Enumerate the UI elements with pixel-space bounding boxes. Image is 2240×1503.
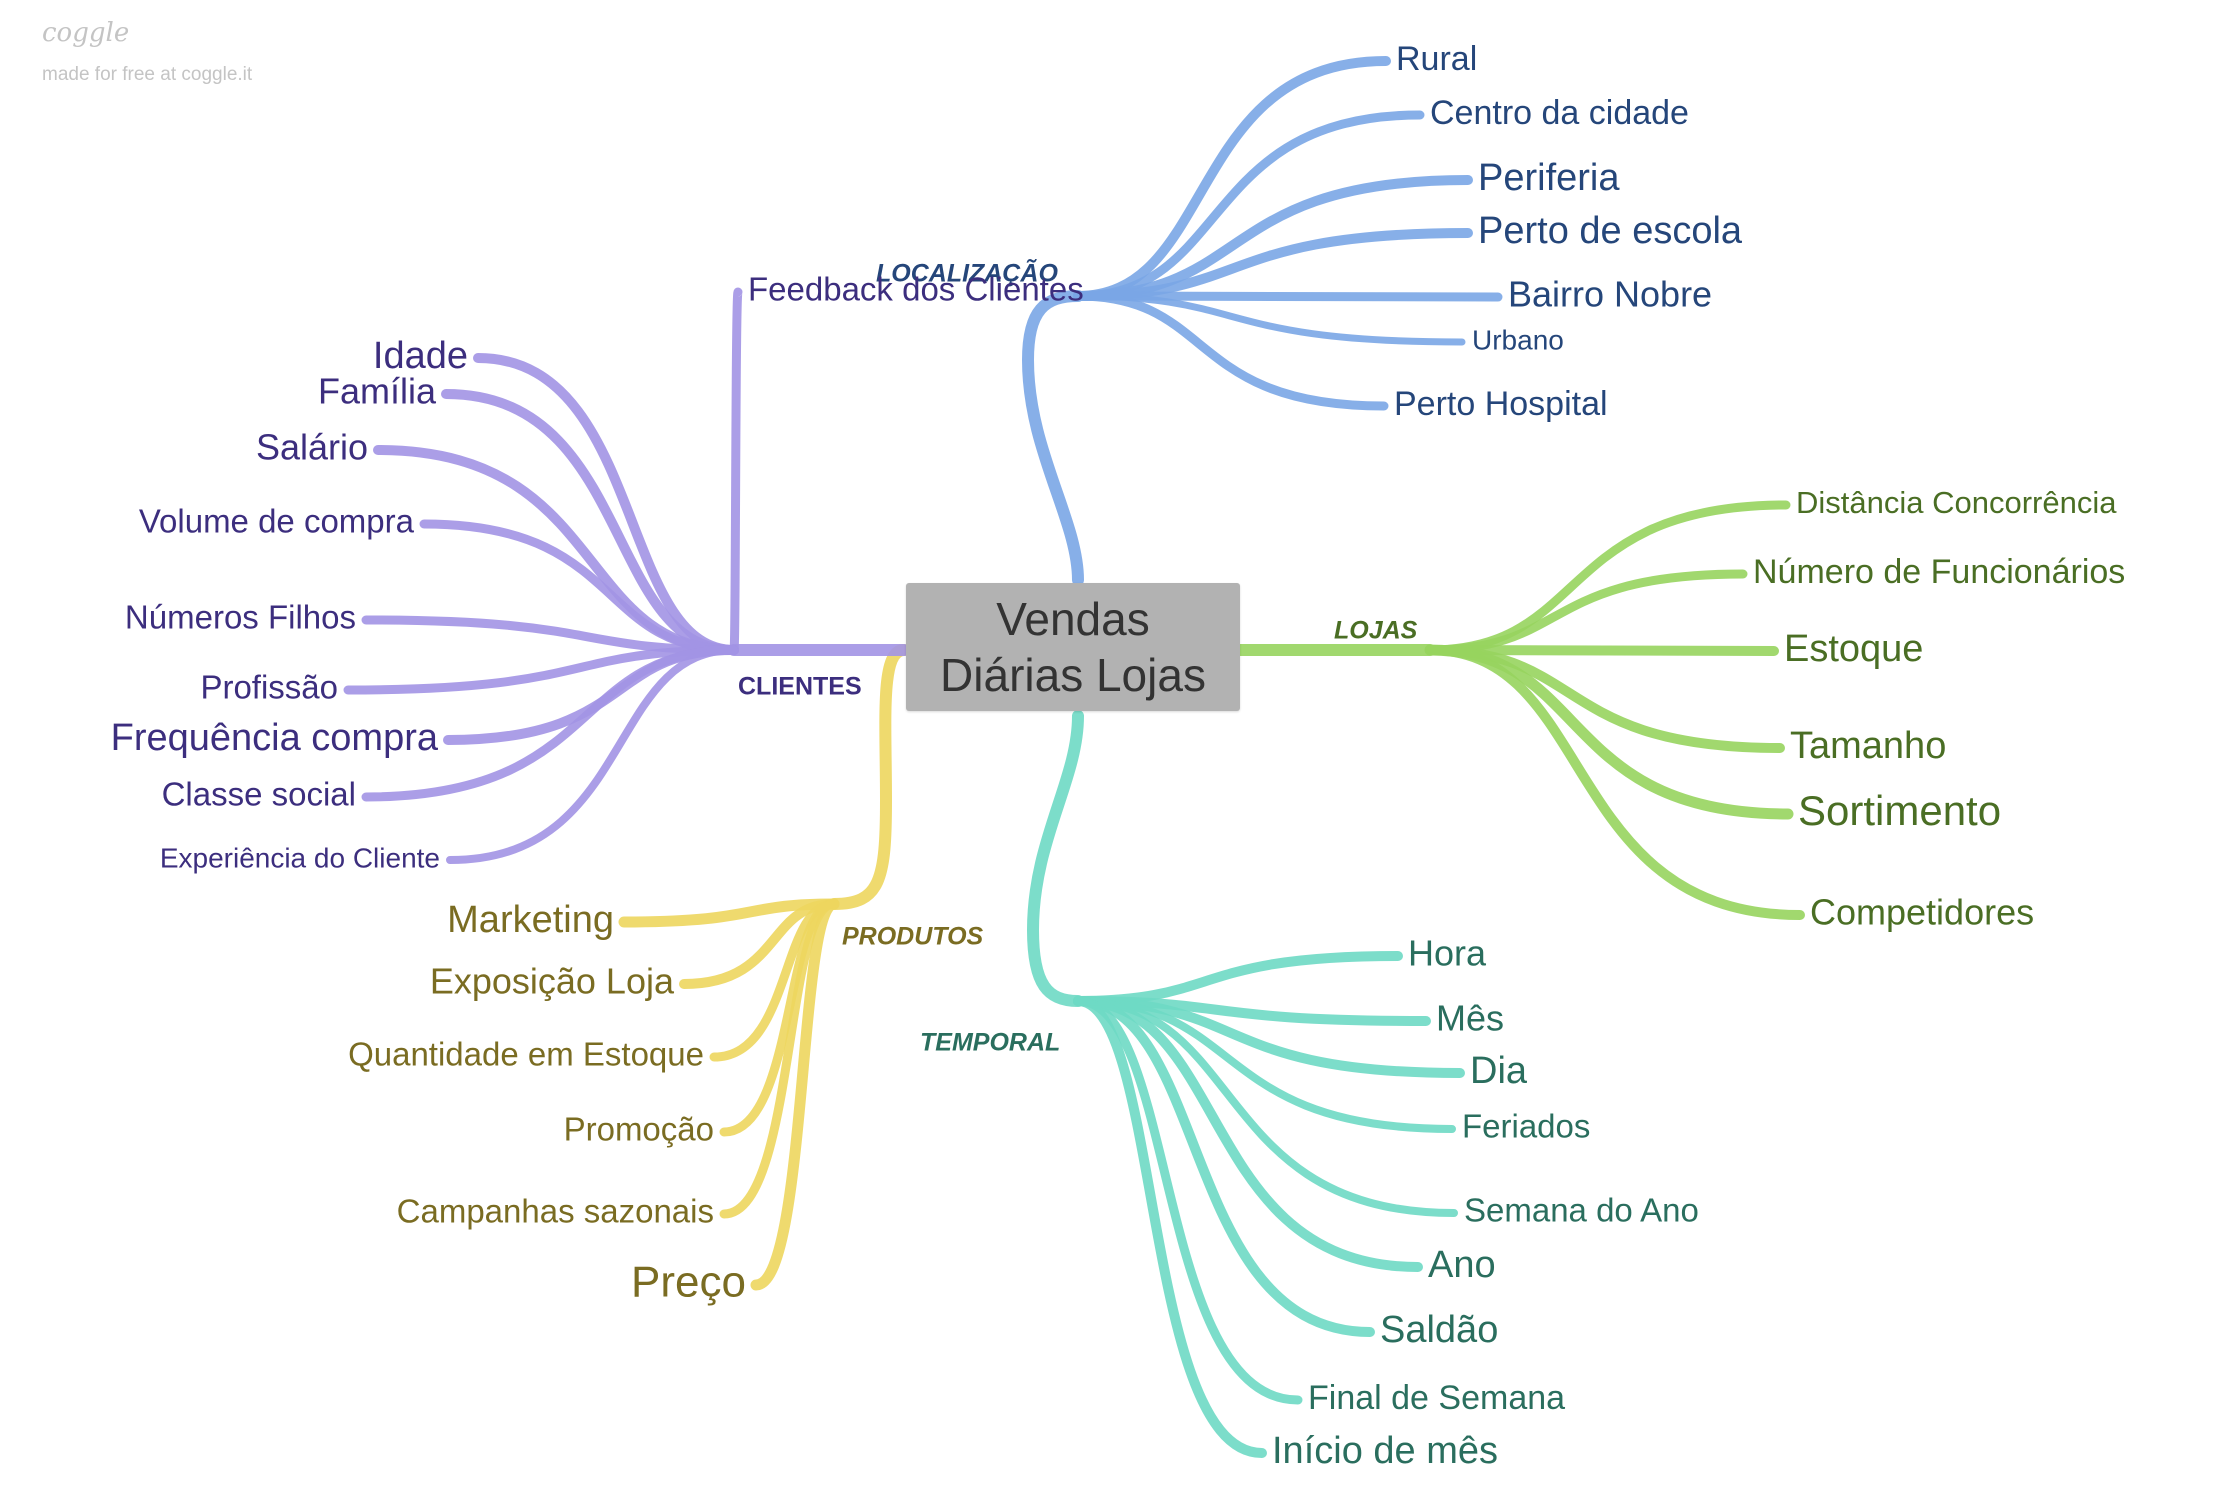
lojas-node-distancia-concorrencia[interactable]: Distância Concorrência <box>1796 485 2117 520</box>
lojas-node-sortimento[interactable]: Sortimento <box>1798 787 2001 834</box>
temporal-branch-label[interactable]: TEMPORAL <box>920 1029 1060 1057</box>
clientes-connector-profissao <box>343 645 739 695</box>
temporal-trunk-connector <box>1026 710 1084 1007</box>
clientes-connector-volume-de-compra <box>419 519 739 655</box>
temporal-node-inicio-de-mes[interactable]: Início de mês <box>1272 1430 1498 1472</box>
clientes-node-volume-de-compra[interactable]: Volume de compra <box>139 503 415 540</box>
produtos-node-promocao[interactable]: Promoção <box>564 1111 714 1148</box>
produtos-connector-preco <box>750 898 840 1291</box>
central-topic-node[interactable]: Vendas Diárias Lojas <box>906 583 1240 711</box>
clientes-connector-classe-social <box>361 645 739 802</box>
temporal-node-feriados[interactable]: Feriados <box>1462 1108 1590 1145</box>
lojas-node-tamanho[interactable]: Tamanho <box>1790 725 1946 767</box>
temporal-node-final-de-semana[interactable]: Final de Semana <box>1308 1379 1565 1417</box>
localizacao-connector-centro-da-cidade <box>1073 110 1425 301</box>
clientes-node-profissao[interactable]: Profissão <box>200 669 338 706</box>
produtos-node-marketing[interactable]: Marketing <box>447 899 614 941</box>
produtos-trunk-connector <box>828 644 910 910</box>
coggle-logo: coggle <box>42 18 130 48</box>
temporal-connector-hora <box>1073 951 1403 1006</box>
produtos-connector-marketing <box>618 898 840 928</box>
localizacao-node-periferia[interactable]: Periferia <box>1478 157 1620 199</box>
clientes-node-numeros-filhos[interactable]: Números Filhos <box>125 599 356 636</box>
branch-connectors <box>343 56 1805 1458</box>
localizacao-node-centro-da-cidade[interactable]: Centro da cidade <box>1430 94 1689 132</box>
temporal-connector-semana-do-ano <box>1074 997 1458 1217</box>
localizacao-trunk-connector <box>1021 290 1084 586</box>
produtos-node-quantidade-em-estoque[interactable]: Quantidade em Estoque <box>348 1036 704 1073</box>
central-topic-line-1: Vendas <box>996 593 1150 645</box>
clientes-node-experiencia-do-cliente[interactable]: Experiência do Cliente <box>160 842 440 873</box>
lojas-node-competidores[interactable]: Competidores <box>1810 892 2034 933</box>
localizacao-connector-rural <box>1073 56 1391 301</box>
central-topic-line-2: Diárias Lojas <box>940 649 1206 701</box>
lojas-connector-competidores <box>1425 645 1805 920</box>
temporal-node-semana-do-ano[interactable]: Semana do Ano <box>1464 1192 1699 1229</box>
localizacao-branch-label[interactable]: LOCALIZAÇÃO <box>876 258 1058 288</box>
clientes-node-classe-social[interactable]: Classe social <box>162 776 356 813</box>
localizacao-connector-urbano <box>1074 292 1466 346</box>
temporal-node-saldao[interactable]: Saldão <box>1380 1309 1498 1351</box>
localizacao-node-rural[interactable]: Rural <box>1396 40 1477 78</box>
clientes-connector-feedback-dos-clientes <box>729 287 743 655</box>
lojas-branch-label[interactable]: LOJAS <box>1334 617 1418 645</box>
temporal-node-ano[interactable]: Ano <box>1428 1244 1496 1286</box>
temporal-connector-final-de-semana <box>1073 996 1303 1405</box>
produtos-node-exposicao-loja[interactable]: Exposição Loja <box>430 961 675 1002</box>
temporal-node-mes[interactable]: Mês <box>1436 998 1504 1039</box>
clientes-node-familia[interactable]: Família <box>318 371 437 412</box>
node-labels: Rural Centro da cidade Periferia Perto de e… <box>111 40 2126 1472</box>
produtos-node-campanhas-sazonais[interactable]: Campanhas sazonais <box>397 1193 714 1230</box>
produtos-node-preco[interactable]: Preço <box>631 1258 746 1307</box>
clientes-node-feedback-dos-clientes[interactable]: Feedback dos Clientes <box>748 271 1084 308</box>
localizacao-node-perto-hospital[interactable]: Perto Hospital <box>1394 385 1608 423</box>
clientes-node-salario[interactable]: Salário <box>256 427 368 468</box>
temporal-connector-saldao <box>1073 996 1375 1337</box>
clientes-branch-label[interactable]: CLIENTES <box>738 673 862 701</box>
lojas-node-estoque[interactable]: Estoque <box>1784 628 1923 670</box>
produtos-connector-exposicao-loja <box>679 899 839 989</box>
clientes-connector-familia <box>441 389 739 655</box>
lojas-connector-numero-de-funcionarios <box>1425 569 1748 655</box>
localizacao-node-bairro-nobre[interactable]: Bairro Nobre <box>1508 274 1712 315</box>
temporal-connector-ano <box>1073 996 1423 1272</box>
temporal-node-dia[interactable]: Dia <box>1470 1050 1528 1092</box>
clientes-connector-experiencia-do-cliente <box>446 646 738 864</box>
lojas-node-numero-de-funcionarios[interactable]: Número de Funcionários <box>1753 553 2125 591</box>
temporal-node-hora[interactable]: Hora <box>1408 933 1487 974</box>
temporal-connector-inicio-de-mes <box>1073 996 1267 1458</box>
clientes-node-frequencia-compra[interactable]: Frequência compra <box>111 717 439 759</box>
coggle-credit: made for free at coggle.it <box>42 64 253 85</box>
lojas-connector-sortimento <box>1424 644 1794 820</box>
localizacao-node-perto-de-escola[interactable]: Perto de escola <box>1478 210 1743 252</box>
produtos-connector-campanhas-sazonais <box>719 899 839 1219</box>
clientes-node-idade[interactable]: Idade <box>373 335 468 377</box>
localizacao-connector-perto-hospital <box>1073 291 1389 411</box>
localizacao-node-urbano[interactable]: Urbano <box>1472 324 1564 355</box>
produtos-branch-label[interactable]: PRODUTOS <box>842 923 984 951</box>
